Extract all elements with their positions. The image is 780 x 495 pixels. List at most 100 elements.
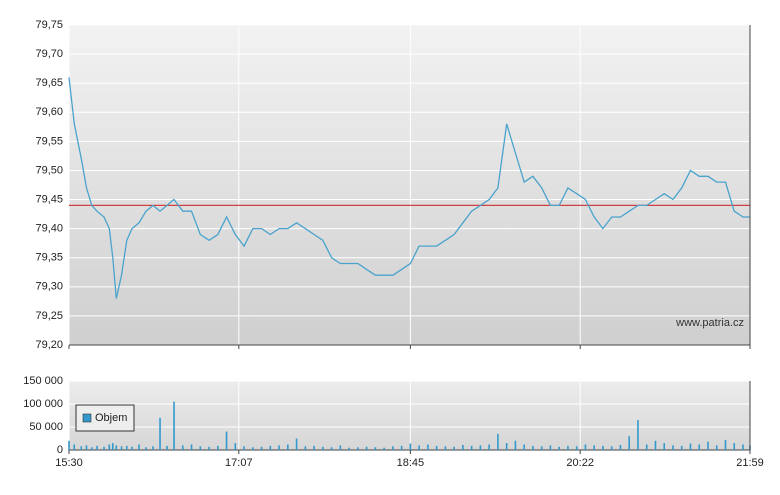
volume-bar: [217, 445, 219, 450]
volume-bar: [584, 444, 587, 450]
volume-bar: [549, 445, 552, 450]
y-tick-label: 79,50: [35, 164, 63, 176]
y-tick-label: 79,70: [35, 48, 63, 60]
volume-bar: [628, 436, 631, 450]
volume-bar: [462, 444, 464, 450]
volume-bar: [637, 420, 639, 450]
volume-bar: [103, 446, 105, 450]
volume-bar: [234, 443, 237, 450]
volume-bar: [742, 444, 744, 450]
volume-bar: [400, 445, 403, 450]
volume-bar: [654, 440, 657, 450]
y-tick-label: 79,65: [35, 77, 63, 89]
volume-bar: [111, 443, 114, 450]
y-tick-label: 150 000: [23, 375, 63, 387]
y-tick-label: 79,25: [35, 310, 63, 322]
price-line: [68, 77, 750, 299]
y-tick-label: 100 000: [23, 398, 63, 410]
watermark: www.patria.cz: [675, 317, 744, 329]
volume-bar: [698, 444, 701, 450]
volume-bar: [392, 446, 394, 450]
volume-bar: [724, 439, 727, 450]
price-plot-bg: [69, 25, 750, 345]
x-tick-label: 21:59: [736, 457, 764, 469]
volume-bar: [672, 445, 674, 450]
volume-bar: [567, 445, 569, 450]
volume-bar: [152, 446, 154, 450]
volume-bar: [190, 444, 193, 450]
volume-bar: [131, 446, 133, 450]
y-tick-label: 0: [57, 444, 63, 456]
volume-bar: [365, 446, 368, 450]
volume-bar: [348, 447, 350, 450]
y-tick-label: 79,30: [35, 281, 63, 293]
volume-bar: [339, 445, 342, 450]
volume-bar: [409, 443, 412, 450]
volume-bar: [181, 445, 184, 450]
volume-bar: [453, 446, 455, 450]
volume-bar: [80, 446, 83, 450]
volume-bar: [108, 444, 111, 450]
volume-bar: [304, 446, 307, 450]
x-tick-label: 15:30: [55, 457, 83, 469]
volume-bar: [435, 445, 438, 450]
x-tick-label: 20:22: [566, 457, 594, 469]
y-tick-label: 79,60: [35, 106, 63, 118]
volume-bar: [225, 431, 228, 450]
volume-bar: [374, 447, 377, 450]
volume-bar: [313, 445, 315, 450]
volume-bar: [138, 444, 140, 450]
volume-bar: [715, 445, 718, 450]
volume-bar: [488, 444, 490, 450]
volume-bar: [145, 447, 147, 450]
y-tick-label: 79,45: [35, 193, 63, 205]
volume-bar: [645, 444, 648, 450]
volume-bar: [73, 444, 76, 450]
legend-label: Objem: [95, 412, 127, 424]
volume-bar: [330, 447, 333, 450]
x-tick-label: 18:45: [397, 457, 425, 469]
volume-bar: [523, 444, 525, 450]
volume-bar: [96, 445, 98, 450]
volume-bar: [427, 444, 429, 450]
volume-bar: [295, 438, 298, 450]
volume-bar: [357, 447, 359, 450]
volume-bar: [278, 445, 280, 450]
legend-swatch: [82, 413, 92, 423]
volume-bar: [540, 446, 543, 450]
volume-bar: [269, 445, 272, 450]
volume-bar: [173, 401, 175, 450]
volume-bar: [68, 440, 70, 450]
y-tick-label: 79,75: [35, 19, 63, 31]
volume-bar: [602, 445, 604, 450]
volume-bar: [252, 447, 254, 450]
y-tick-label: 79,35: [35, 252, 63, 264]
y-tick-label: 50 000: [29, 421, 63, 433]
volume-bar: [383, 447, 385, 450]
volume-bar: [497, 433, 499, 450]
volume-bar: [90, 447, 93, 450]
y-tick-label: 79,55: [35, 135, 63, 147]
volume-bar: [470, 445, 473, 450]
volume-bar: [444, 446, 447, 450]
volume-bar: [260, 446, 263, 450]
volume-bar: [514, 440, 517, 450]
volume-bar: [733, 443, 736, 450]
volume-bar: [593, 445, 595, 450]
volume-bar: [532, 445, 534, 450]
volume-bar: [166, 445, 168, 450]
volume-bar: [159, 417, 161, 450]
volume-bar: [619, 444, 622, 450]
volume-bar: [287, 444, 289, 450]
x-tick-label: 17:07: [225, 457, 253, 469]
volume-bar: [505, 443, 508, 450]
volume-bar: [479, 445, 482, 450]
volume-bar: [208, 446, 210, 450]
volume-bar: [125, 445, 128, 450]
volume-plot-bg: [69, 381, 750, 450]
volume-bar: [689, 443, 692, 450]
volume-bar: [680, 445, 683, 450]
volume-bar: [199, 446, 202, 450]
volume-bar: [85, 445, 88, 450]
